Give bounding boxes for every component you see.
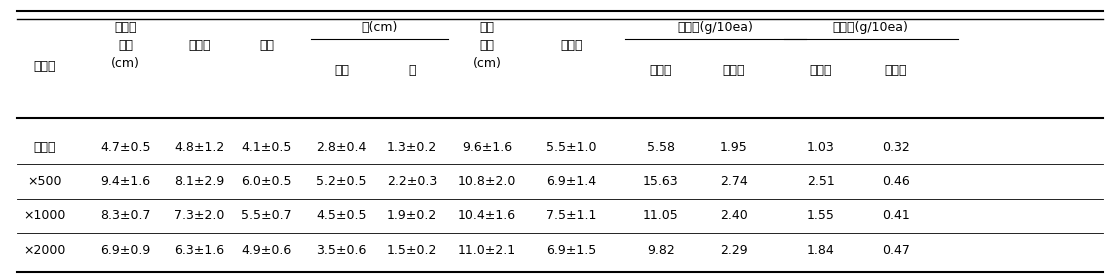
Text: 2.40: 2.40 [720,209,747,222]
Text: 9.4±1.6: 9.4±1.6 [101,175,150,188]
Text: 0.46: 0.46 [883,175,909,188]
Text: 1.3±0.2: 1.3±0.2 [388,141,437,154]
Text: 1.03: 1.03 [808,141,834,154]
Text: 10.4±1.6: 10.4±1.6 [458,209,516,222]
Text: 4.8±1.2: 4.8±1.2 [175,141,224,154]
Text: 0.47: 0.47 [883,244,909,257]
Text: 9.82: 9.82 [647,244,674,257]
Text: 9.6±1.6: 9.6±1.6 [463,141,512,154]
Text: ×2000: ×2000 [24,244,66,257]
Text: 대조구: 대조구 [34,141,56,154]
Text: 지하부: 지하부 [722,64,745,77]
Text: 지하부: 지하부 [885,64,907,77]
Text: 15.63: 15.63 [643,175,679,188]
Text: 지상부: 지상부 [650,64,672,77]
Text: 뿌리: 뿌리 [479,21,495,34]
Text: 2.74: 2.74 [720,175,747,188]
Text: 1.9±0.2: 1.9±0.2 [388,209,437,222]
Text: 8.3±0.7: 8.3±0.7 [100,209,151,222]
Text: ×500: ×500 [28,175,62,188]
Text: 지상부: 지상부 [810,64,832,77]
Text: ×1000: ×1000 [24,209,66,222]
Text: 10.8±2.0: 10.8±2.0 [458,175,516,188]
Text: 1.55: 1.55 [808,209,834,222]
Text: 0.32: 0.32 [883,141,909,154]
Text: 신초수: 신초수 [188,39,211,52]
Text: 시비량: 시비량 [34,59,56,73]
Text: 3.5±0.6: 3.5±0.6 [317,244,366,257]
Text: 길이: 길이 [334,64,349,77]
Text: 뿌리수: 뿌리수 [560,39,582,52]
Text: 건물중(g/10ea): 건물중(g/10ea) [833,21,908,34]
Text: 0.41: 0.41 [883,209,909,222]
Text: 4.5±0.5: 4.5±0.5 [316,209,367,222]
Text: 1.5±0.2: 1.5±0.2 [388,244,437,257]
Text: 4.9±0.6: 4.9±0.6 [242,244,291,257]
Text: 5.2±0.5: 5.2±0.5 [316,175,367,188]
Text: 6.9±1.5: 6.9±1.5 [547,244,596,257]
Text: 6.9±0.9: 6.9±0.9 [101,244,150,257]
Text: 폭: 폭 [409,64,416,77]
Text: 길이: 길이 [479,39,495,52]
Text: 생체중(g/10ea): 생체중(g/10ea) [678,21,754,34]
Text: 5.5±0.7: 5.5±0.7 [241,209,292,222]
Text: 5.58: 5.58 [646,141,674,154]
Text: 잎(cm): 잎(cm) [362,21,398,34]
Text: 2.29: 2.29 [720,244,747,257]
Text: 11.0±2.1: 11.0±2.1 [458,244,516,257]
Text: 2.51: 2.51 [808,175,834,188]
Text: 7.3±2.0: 7.3±2.0 [175,209,224,222]
Text: 4.7±0.5: 4.7±0.5 [100,141,151,154]
Text: 6.9±1.4: 6.9±1.4 [547,175,596,188]
Text: 6.3±1.6: 6.3±1.6 [175,244,224,257]
Text: 지상부: 지상부 [114,21,137,34]
Text: (cm): (cm) [111,57,140,70]
Text: 8.1±2.9: 8.1±2.9 [175,175,224,188]
Text: 길이: 길이 [118,39,133,52]
Text: 7.5±1.1: 7.5±1.1 [547,209,596,222]
Text: 4.1±0.5: 4.1±0.5 [242,141,291,154]
Text: 잎수: 잎수 [259,39,274,52]
Text: 1.95: 1.95 [720,141,747,154]
Text: (cm): (cm) [473,57,502,70]
Text: 1.84: 1.84 [808,244,834,257]
Text: 6.0±0.5: 6.0±0.5 [241,175,292,188]
Text: 2.2±0.3: 2.2±0.3 [388,175,437,188]
Text: 2.8±0.4: 2.8±0.4 [317,141,366,154]
Text: 5.5±1.0: 5.5±1.0 [545,141,597,154]
Text: 11.05: 11.05 [643,209,679,222]
